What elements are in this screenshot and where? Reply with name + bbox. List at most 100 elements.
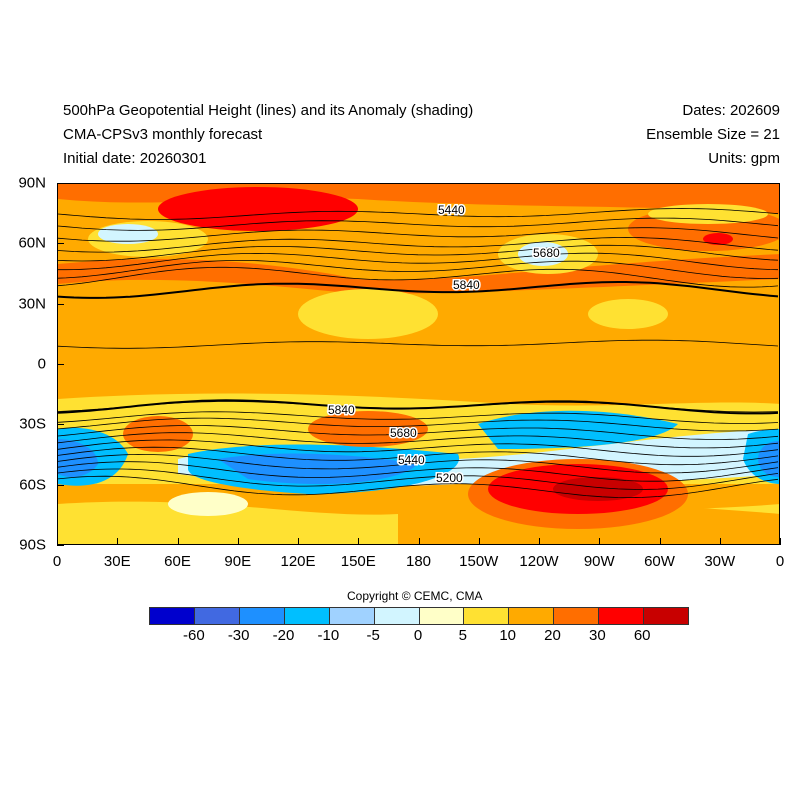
y-tick (57, 545, 64, 546)
y-tick-label: 60N (18, 234, 46, 252)
x-tick (117, 538, 119, 545)
y-tick-label: 0 (37, 355, 46, 373)
x-tick-label: 180 (405, 553, 432, 570)
x-tick-label: 150E (340, 553, 376, 570)
x-tick (418, 538, 420, 545)
colorbar-swatch (599, 608, 645, 624)
y-tick-label: 30S (19, 415, 46, 433)
colorbar-label: 20 (544, 627, 561, 644)
colorbar-label: -10 (317, 627, 340, 644)
height-contour (58, 260, 779, 279)
units: Units: gpm (708, 150, 780, 167)
x-tick (780, 538, 781, 545)
colorbar-swatch (554, 608, 600, 624)
colorbar-swatch (194, 608, 240, 624)
x-tick-label: 60W (644, 553, 675, 570)
y-tick (57, 364, 64, 365)
colorbar-swatch (150, 608, 195, 624)
contour-label: 5840 (453, 278, 480, 292)
height-contour (58, 217, 779, 231)
colorbar-swatch (644, 608, 689, 624)
contour-label: 5680 (533, 246, 560, 260)
x-tick-label: 0 (52, 553, 62, 570)
x-tick (599, 538, 601, 545)
y-tick-label: 90N (18, 174, 46, 192)
height-contour (58, 432, 779, 449)
y-tick (57, 303, 64, 305)
colorbar-label: 10 (499, 627, 516, 644)
copyright: Copyright © CEMC, CMA (347, 589, 483, 603)
x-tick (57, 538, 58, 545)
height-contour (58, 266, 779, 288)
x-tick-label: 30E (103, 553, 131, 570)
y-tick-label: 60S (19, 476, 46, 494)
y-tick (57, 243, 64, 245)
height-contour (58, 339, 779, 349)
x-tick-label: 120E (280, 553, 316, 570)
contour-label: 5840 (328, 403, 355, 417)
anomaly-map: 5440 5680 5840 5840 5680 5440 5200 (57, 183, 780, 545)
height-contour (58, 468, 779, 490)
colorbar-label: 5 (458, 627, 467, 644)
x-tick-label: 150W (459, 553, 499, 570)
height-contour (58, 236, 779, 253)
ensemble-size: Ensemble Size = 21 (646, 126, 780, 143)
height-contour (58, 461, 779, 482)
y-tick-label: 30N (18, 295, 46, 313)
x-tick (539, 538, 540, 545)
colorbar-label: 60 (633, 627, 651, 644)
colorbar-swatch (464, 608, 510, 624)
x-tick (298, 538, 299, 545)
colorbar-label: -5 (366, 627, 380, 644)
x-tick-label: 90W (583, 553, 615, 570)
height-contour (58, 252, 779, 271)
colorbar-label: -30 (227, 627, 250, 644)
colorbar-label: 0 (413, 627, 423, 644)
height-contour (58, 281, 779, 299)
y-tick (57, 183, 64, 184)
x-tick-label: 60E (164, 553, 191, 570)
height-contour (58, 453, 779, 474)
colorbar-swatch (284, 608, 330, 624)
height-contour (58, 208, 779, 220)
x-tick (177, 538, 179, 545)
height-contour (58, 417, 779, 432)
x-tick (478, 538, 480, 545)
y-tick (57, 484, 64, 486)
colorbar (149, 607, 689, 625)
height-contour (58, 475, 779, 498)
x-tick-label: 0 (775, 553, 785, 570)
height-contour (58, 244, 779, 262)
height-contour (58, 411, 779, 424)
contour-label: 5680 (390, 426, 417, 440)
height-contour (58, 439, 779, 457)
x-tick (719, 538, 721, 545)
x-tick (358, 538, 360, 545)
y-tick-label: 90S (19, 536, 46, 554)
height-contour (58, 446, 779, 466)
forecast-dates: Dates: 202609 (682, 102, 780, 119)
height-contour (58, 227, 779, 242)
map-subtitle: CMA-CPSv3 monthly forecast (63, 126, 263, 143)
x-tick (659, 538, 661, 545)
contour-label: 5440 (398, 453, 425, 467)
height-contour (58, 399, 779, 415)
contour-label: 5200 (436, 471, 463, 485)
colorbar-label: -60 (182, 627, 205, 644)
initial-date: Initial date: 20260301 (63, 150, 207, 167)
colorbar-swatch (419, 608, 465, 624)
colorbar-swatch (374, 608, 420, 624)
colorbar-label: 30 (588, 627, 606, 644)
x-tick-label: 120W (519, 553, 559, 570)
map-title: 500hPa Geopotential Height (lines) and i… (63, 102, 474, 119)
colorbar-swatch (239, 608, 285, 624)
colorbar-label: -20 (272, 627, 295, 644)
x-tick-label: 30W (704, 553, 736, 570)
x-tick (237, 538, 239, 545)
contour-label: 5440 (438, 203, 465, 217)
y-tick (57, 424, 64, 426)
colorbar-swatch (329, 608, 375, 624)
x-tick-label: 90E (224, 553, 252, 570)
height-contour (58, 425, 779, 440)
colorbar-swatch (509, 608, 555, 624)
